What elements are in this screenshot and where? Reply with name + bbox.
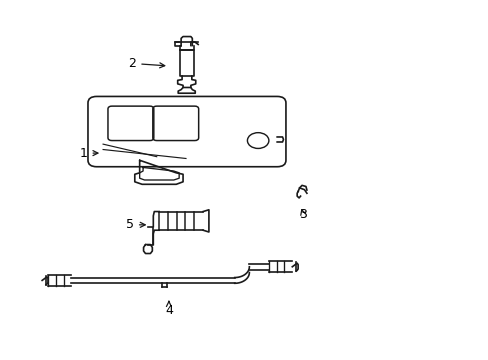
- Text: 3: 3: [299, 208, 306, 221]
- Text: 4: 4: [164, 301, 172, 318]
- Text: 1: 1: [80, 147, 98, 159]
- Text: 2: 2: [128, 57, 164, 70]
- Text: 5: 5: [125, 218, 145, 231]
